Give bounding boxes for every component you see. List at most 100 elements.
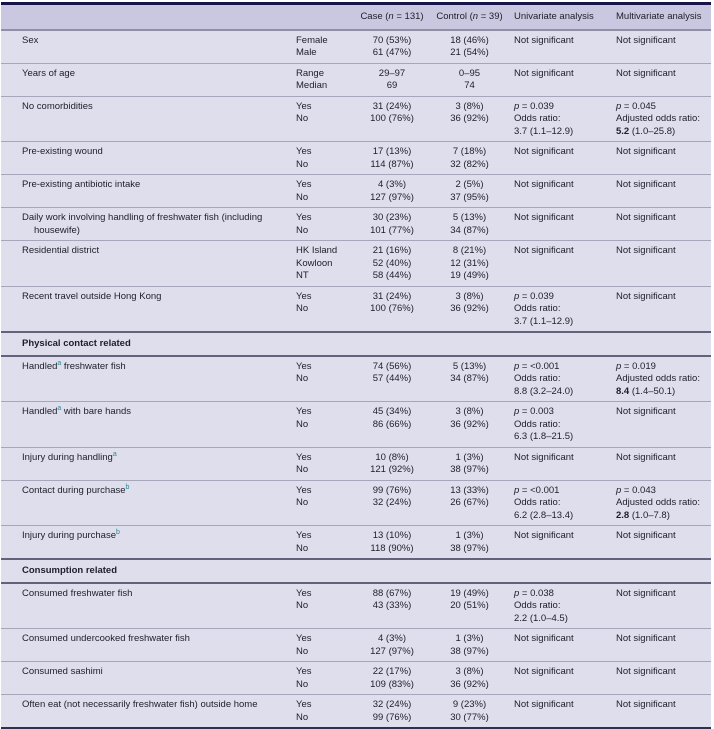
case-cell: 31 (24%) 100 (76%) xyxy=(353,285,431,332)
cell-line: Yes xyxy=(296,451,312,463)
cell-line: Consumed undercooked freshwater fish xyxy=(22,633,190,644)
cell-line: NT xyxy=(296,270,309,281)
category-cell: Yes No xyxy=(294,525,353,559)
cell-line: Adjusted odds ratio: xyxy=(616,113,700,124)
cell-line: No comorbidities xyxy=(22,100,93,112)
cell-line: 3 (8%) xyxy=(455,290,484,302)
table-row: Handleda with bare hands Yes No 45 (34%) 86 … xyxy=(1,401,711,447)
cell-line: 3 (8%) xyxy=(455,100,484,112)
cell-line: 57 (44%) xyxy=(372,373,412,384)
cell-line: Not significant xyxy=(514,666,574,677)
cell-line: No xyxy=(296,542,309,554)
table-row: Years of age Range Median 29–97 69 0–95 74 Not … xyxy=(1,62,711,96)
cell-line: Not significant xyxy=(514,451,574,463)
header-univariate-column: Univariate analysis xyxy=(508,3,613,31)
cell-line: 52 (40%) xyxy=(372,257,412,269)
cell-line: Injury during handlinga xyxy=(22,450,117,463)
multivariate-cell: Not significant xyxy=(613,30,711,64)
cell-line: Yes xyxy=(296,212,312,223)
table-row: Consumed undercooked freshwater fish Yes N… xyxy=(1,628,711,662)
row-label-cell: Consumed undercooked freshwater fish xyxy=(1,628,294,662)
cell-line: 31 (24%) xyxy=(372,290,412,302)
row-label-cell: No comorbidities xyxy=(1,95,294,142)
case-cell: 31 (24%) 100 (76%) xyxy=(353,95,431,142)
cell-line: No xyxy=(296,645,309,657)
cell-line: Not significant xyxy=(616,67,676,79)
row-label-cell: Handleda freshwater fish xyxy=(1,354,294,402)
category-cell: Yes No xyxy=(294,479,353,526)
cell-line: Years of age xyxy=(22,67,75,79)
cell-line: Median xyxy=(296,80,328,91)
cell-line: No xyxy=(296,418,309,430)
cell-line: 32 (82%) xyxy=(450,158,489,170)
row-label-cell: Handleda with bare hands xyxy=(1,401,294,447)
cell-line: Kowloon xyxy=(296,257,333,269)
footnote-marker: b xyxy=(116,528,120,536)
cell-line: 69 xyxy=(386,80,398,91)
cell-line: 13 (10%) xyxy=(372,530,412,541)
cell-line: Yes xyxy=(296,633,312,644)
cell-line: 5 (13%) xyxy=(452,212,487,223)
cell-line: 6.3 (1.8–21.5) xyxy=(514,431,574,442)
cell-line: 4 (3%) xyxy=(378,179,406,190)
control-cell: 3 (8%) 36 (92%) xyxy=(431,285,508,332)
control-cell: 1 (3%) 38 (97%) xyxy=(431,525,508,559)
table-row: Consumed sashimi Yes No 22 (17%) 109 (83%) 3 … xyxy=(1,661,711,695)
section-title: Physical contact related xyxy=(1,331,711,356)
cell-line: Yes xyxy=(296,666,312,677)
control-cell: 13 (33%) 26 (67%) xyxy=(431,479,508,526)
cell-line: 1 (3%) xyxy=(455,530,484,541)
cell-line: 5.2 (1.0–25.8) xyxy=(616,125,676,137)
multivariate-cell: Not significant xyxy=(613,525,711,559)
table-body: Sex Female Male 70 (53%) 61 (47%) 18 (46%) 21 … xyxy=(1,30,711,728)
cell-line: Not significant xyxy=(616,699,676,710)
row-label-cell: Daily work involving handling of freshwa… xyxy=(1,207,294,241)
row-label-cell: Recent travel outside Hong Kong xyxy=(1,285,294,332)
cell-line: 4 (3%) xyxy=(378,633,406,644)
cell-line: p = <0.001 xyxy=(514,484,560,496)
case-cell: 88 (67%) 43 (33%) xyxy=(353,581,431,629)
cell-line: 21 (16%) xyxy=(372,245,412,256)
univariate-cell: Not significant xyxy=(508,628,613,662)
cell-line: p = 0.019 xyxy=(616,360,656,372)
cell-line: Not significant xyxy=(616,406,676,417)
cell-line: 7 (18%) xyxy=(452,146,487,157)
table-row: Daily work involving handling of freshwa… xyxy=(1,207,711,241)
cell-line: Not significant xyxy=(616,633,676,644)
univariate-cell: Not significant xyxy=(508,661,613,695)
cell-line: p = 0.043 xyxy=(616,484,656,496)
cell-line: No xyxy=(296,678,309,690)
table-row: Injury during purchaseb Yes No 13 (10%) 118 … xyxy=(1,525,711,559)
header-case-column: Case (n = 131) xyxy=(353,3,431,31)
cell-line: 2 (5%) xyxy=(455,179,484,190)
cell-line: 3.7 (1.1–12.9) xyxy=(514,315,574,327)
footnote-marker: a xyxy=(57,359,62,367)
cell-line: Sex xyxy=(22,34,39,46)
row-label-cell: Pre-existing antibiotic intake xyxy=(1,174,294,208)
section-header-row: Consumption related xyxy=(1,558,711,583)
row-label-cell: Consumed freshwater fish xyxy=(1,581,294,629)
univariate-cell: Not significant xyxy=(508,446,613,480)
cell-line: No xyxy=(296,497,309,508)
control-cell: 5 (13%) 34 (87%) xyxy=(431,354,508,402)
cell-line: 1 (3%) xyxy=(455,633,484,644)
cell-line: 36 (92%) xyxy=(450,678,489,690)
table-row: Recent travel outside Hong Kong Yes No 31 (… xyxy=(1,285,711,332)
cell-line: p = <0.001 xyxy=(514,360,560,372)
case-cell: 13 (10%) 118 (90%) xyxy=(353,525,431,559)
category-cell: Range Median xyxy=(294,62,353,96)
footnote-marker: b xyxy=(125,483,130,491)
table-row: Pre-existing antibiotic intake Yes No 4 (3%… xyxy=(1,174,711,208)
cell-line: Not significant xyxy=(514,34,574,46)
table-row: Consumed freshwater fish Yes No 88 (67%) 43 … xyxy=(1,581,711,629)
table-row: Handleda freshwater fish Yes No 74 (56%) 57 … xyxy=(1,354,711,402)
cell-line: 9 (23%) xyxy=(452,699,487,710)
cell-line: Handleda freshwater fish xyxy=(22,359,126,372)
row-label-cell: Years of age xyxy=(1,62,294,96)
category-cell: Yes No xyxy=(294,628,353,662)
cell-line: Yes xyxy=(296,406,312,417)
cell-line: No xyxy=(296,464,309,475)
case-cell: 74 (56%) 57 (44%) xyxy=(353,354,431,402)
cell-line: Not significant xyxy=(514,699,574,710)
